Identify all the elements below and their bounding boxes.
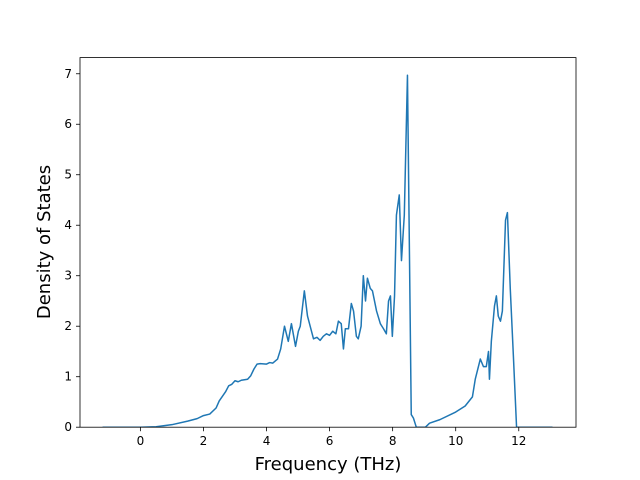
x-tick-label: 12 bbox=[511, 434, 526, 448]
y-tick-label: 7 bbox=[64, 67, 72, 81]
x-tick-label: 8 bbox=[389, 434, 397, 448]
x-tick-label: 6 bbox=[326, 434, 334, 448]
y-tick-label: 6 bbox=[64, 117, 72, 131]
y-axis-label: Density of States bbox=[34, 165, 55, 319]
y-tick-label: 0 bbox=[64, 420, 72, 434]
plot-frame bbox=[79, 57, 577, 428]
y-tick-label: 1 bbox=[64, 370, 72, 384]
x-tick-label: 10 bbox=[448, 434, 463, 448]
x-tick-label: 0 bbox=[137, 434, 145, 448]
y-tick-label: 3 bbox=[64, 269, 72, 283]
y-tick-label: 5 bbox=[64, 168, 72, 182]
y-tick-label: 2 bbox=[64, 319, 72, 333]
x-tick-label: 4 bbox=[263, 434, 271, 448]
y-tick-label: 4 bbox=[64, 218, 72, 232]
x-axis-label: Frequency (THz) bbox=[255, 454, 402, 475]
line bbox=[102, 74, 553, 428]
x-tick-label: 2 bbox=[200, 434, 208, 448]
